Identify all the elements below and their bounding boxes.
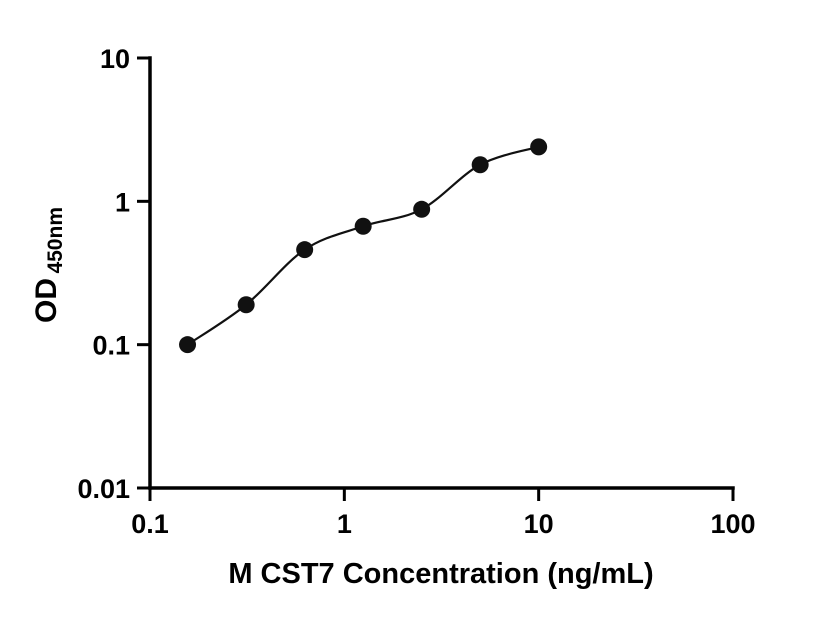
x-tick-label: 1 bbox=[337, 509, 352, 539]
data-point bbox=[471, 156, 489, 174]
y-axis-title-group: OD 450nm bbox=[30, 207, 67, 323]
x-tick-label: 10 bbox=[524, 509, 554, 539]
x-axis-title: M CST7 Concentration (ng/mL) bbox=[228, 558, 653, 590]
data-point bbox=[413, 200, 431, 218]
data-point bbox=[237, 296, 255, 314]
data-point bbox=[179, 336, 197, 354]
y-tick-label: 0.01 bbox=[77, 474, 130, 504]
x-tick-label: 0.1 bbox=[131, 509, 169, 539]
y-tick-label: 0.1 bbox=[92, 331, 130, 361]
y-tick-label: 1 bbox=[115, 187, 130, 217]
y-tick-label: 10 bbox=[100, 44, 130, 74]
data-point bbox=[296, 241, 314, 259]
x-tick-label: 100 bbox=[710, 509, 755, 539]
fit-curve bbox=[186, 145, 539, 346]
y-axis-title-main: OD bbox=[30, 278, 63, 323]
data-point bbox=[530, 138, 548, 156]
y-axis-title-subscript: 450nm bbox=[44, 207, 67, 274]
data-point bbox=[354, 217, 372, 235]
plot-layer bbox=[179, 138, 548, 354]
y-axis-title: OD 450nm bbox=[30, 207, 67, 323]
